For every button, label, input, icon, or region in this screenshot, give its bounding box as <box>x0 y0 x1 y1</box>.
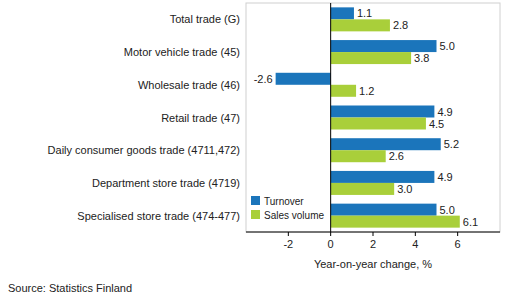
data-label: 2.6 <box>389 150 404 162</box>
bar <box>331 106 435 118</box>
bar <box>331 40 437 52</box>
labels: Total trade (G) 1.1 2.8 Motor vehicle trade… <box>48 7 478 227</box>
tick <box>415 232 416 236</box>
category-label: Wholesale trade (46) <box>138 79 240 91</box>
tick-label: 0 <box>328 238 334 250</box>
category-label: Daily consumer goods trade (4711,472) <box>48 144 240 156</box>
plot-frame <box>246 3 500 232</box>
data-label: 3.8 <box>414 52 429 64</box>
bar <box>331 118 426 130</box>
tick <box>457 232 458 236</box>
data-label: 1.2 <box>359 85 374 97</box>
data-label: 6.1 <box>463 216 478 228</box>
data-label: 1.1 <box>357 7 372 19</box>
category-label: Motor vehicle trade (45) <box>124 46 240 58</box>
category-label: Total trade (G) <box>170 13 240 25</box>
legend-label: Sales volume <box>264 210 324 221</box>
bar <box>331 216 460 228</box>
data-label: -2.6 <box>254 73 273 85</box>
tick-label: 2 <box>370 238 376 250</box>
tick <box>288 232 289 236</box>
bar <box>331 19 390 31</box>
data-label: 4.9 <box>437 106 452 118</box>
tick <box>330 232 331 236</box>
chart: Total trade (G) 1.1 2.8 Motor vehicle trade… <box>0 0 530 304</box>
legend-swatch <box>251 196 260 205</box>
zero-line <box>330 3 331 232</box>
data-label: 4.5 <box>429 118 444 130</box>
legend-swatch <box>251 210 260 219</box>
tick <box>373 232 374 236</box>
bar <box>331 138 441 150</box>
legend-label: Turnover <box>264 196 304 207</box>
bar <box>331 52 411 64</box>
bar <box>331 150 386 162</box>
bar <box>331 183 395 195</box>
bar <box>331 7 354 19</box>
tick-label: 6 <box>455 238 461 250</box>
axis-title: Year-on-year change, % <box>314 258 432 270</box>
data-label: 2.8 <box>393 19 408 31</box>
tick-label: 4 <box>412 238 418 250</box>
category-label: Department store trade (4719) <box>92 177 240 189</box>
data-label: 4.9 <box>437 171 452 183</box>
data-label: 5.0 <box>440 204 455 216</box>
data-label: 3.0 <box>397 183 412 195</box>
data-label: 5.0 <box>440 40 455 52</box>
legend: Turnover Sales volume <box>251 196 324 221</box>
source-note: Source: Statistics Finland <box>8 282 132 294</box>
bar <box>276 73 331 85</box>
bar <box>331 204 437 216</box>
category-label: Specialised store trade (474-477) <box>77 210 240 222</box>
category-label: Retail trade (47) <box>161 112 240 124</box>
bar <box>331 85 356 97</box>
bar <box>331 171 435 183</box>
data-label: 5.2 <box>444 138 459 150</box>
tick-label: -2 <box>283 238 293 250</box>
